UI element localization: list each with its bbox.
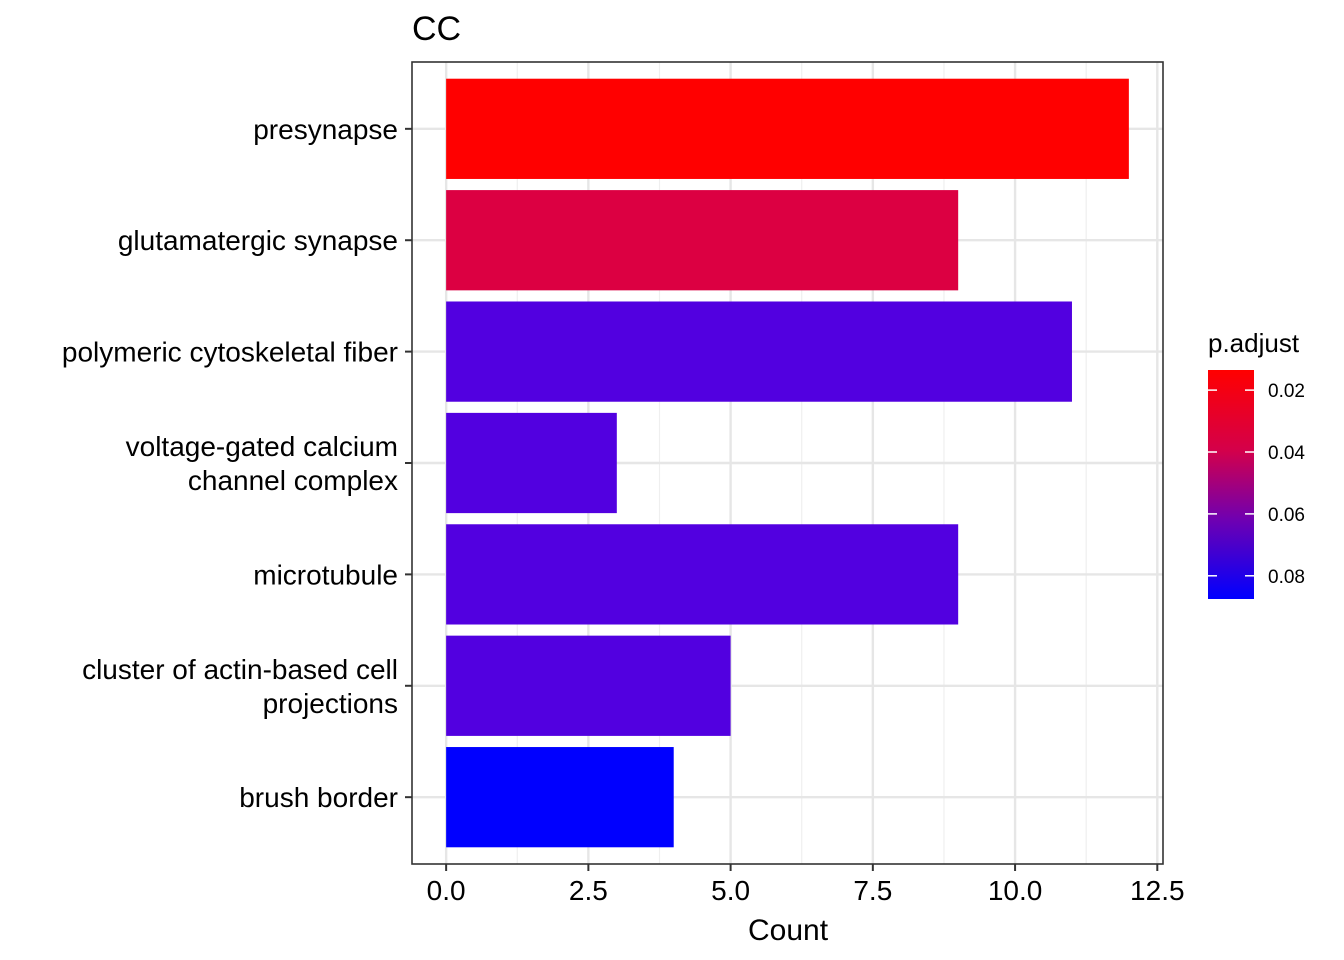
bar	[446, 190, 959, 291]
category-label: presynapse	[253, 114, 398, 145]
category-label: voltage-gated calcium	[126, 431, 398, 462]
legend-title: p.adjust	[1208, 328, 1300, 358]
legend-label: 0.02	[1268, 381, 1305, 402]
category-label: brush border	[239, 782, 398, 813]
x-tick-label: 10.0	[988, 875, 1043, 906]
bar	[446, 635, 731, 736]
category-label: microtubule	[253, 559, 398, 590]
y-category-labels: presynapse glutamatergic synapse polymeric…	[62, 114, 412, 813]
category-label: cluster of actin-based cell	[82, 654, 398, 685]
bar	[446, 78, 1129, 179]
color-legend: p.adjust 0.02 0.04 0.06 0.08	[1208, 328, 1305, 599]
legend-label: 0.04	[1268, 443, 1305, 464]
x-tick-label: 2.5	[569, 875, 608, 906]
x-tick-label: 5.0	[711, 875, 750, 906]
category-label: projections	[263, 688, 398, 719]
category-label: glutamatergic synapse	[118, 225, 398, 256]
bar	[446, 747, 674, 848]
x-tick-label: 7.5	[853, 875, 892, 906]
legend-colorbar	[1208, 370, 1254, 599]
bar	[446, 524, 959, 625]
x-tick-label: 12.5	[1130, 875, 1185, 906]
category-label: polymeric cytoskeletal fiber	[62, 337, 398, 368]
category-label: channel complex	[188, 465, 398, 496]
x-tick-label: 0.0	[427, 875, 466, 906]
bars	[446, 78, 1129, 848]
legend-label: 0.06	[1268, 505, 1305, 526]
chart-title: CC	[412, 10, 461, 48]
x-tick-labels: 0.0 2.5 5.0 7.5 10.0 12.5	[427, 864, 1185, 906]
x-axis-title: Count	[748, 914, 829, 947]
bar	[446, 412, 617, 514]
bar	[446, 301, 1072, 402]
legend-label: 0.08	[1268, 567, 1305, 588]
